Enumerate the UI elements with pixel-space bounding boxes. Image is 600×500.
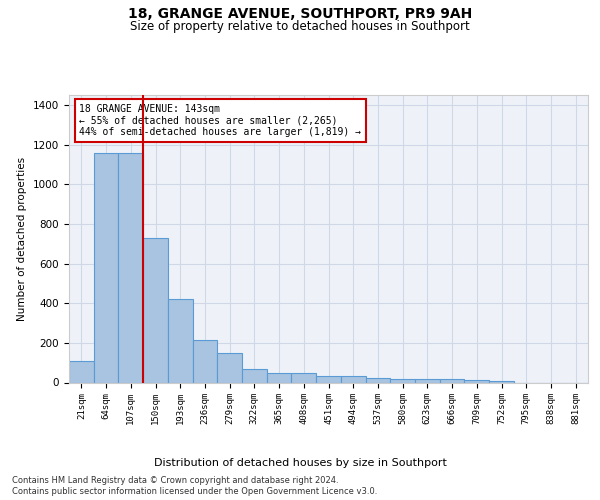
- Bar: [217, 353, 242, 382]
- Bar: [94, 154, 118, 382]
- Bar: [168, 299, 193, 382]
- Bar: [292, 372, 316, 382]
- Bar: [440, 379, 464, 382]
- Text: 18 GRANGE AVENUE: 143sqm
← 55% of detached houses are smaller (2,265)
44% of sem: 18 GRANGE AVENUE: 143sqm ← 55% of detach…: [79, 104, 361, 137]
- Bar: [365, 378, 390, 382]
- Bar: [118, 154, 143, 382]
- Bar: [69, 360, 94, 382]
- Bar: [316, 376, 341, 382]
- Text: Distribution of detached houses by size in Southport: Distribution of detached houses by size …: [154, 458, 446, 468]
- Text: Size of property relative to detached houses in Southport: Size of property relative to detached ho…: [130, 20, 470, 33]
- Bar: [464, 380, 489, 382]
- Bar: [489, 380, 514, 382]
- Text: 18, GRANGE AVENUE, SOUTHPORT, PR9 9AH: 18, GRANGE AVENUE, SOUTHPORT, PR9 9AH: [128, 8, 472, 22]
- Bar: [267, 373, 292, 382]
- Bar: [390, 379, 415, 382]
- Bar: [341, 376, 365, 382]
- Bar: [143, 238, 168, 382]
- Text: Contains public sector information licensed under the Open Government Licence v3: Contains public sector information licen…: [12, 488, 377, 496]
- Bar: [415, 379, 440, 382]
- Text: Contains HM Land Registry data © Crown copyright and database right 2024.: Contains HM Land Registry data © Crown c…: [12, 476, 338, 485]
- Y-axis label: Number of detached properties: Number of detached properties: [17, 156, 28, 321]
- Bar: [242, 368, 267, 382]
- Bar: [193, 340, 217, 382]
